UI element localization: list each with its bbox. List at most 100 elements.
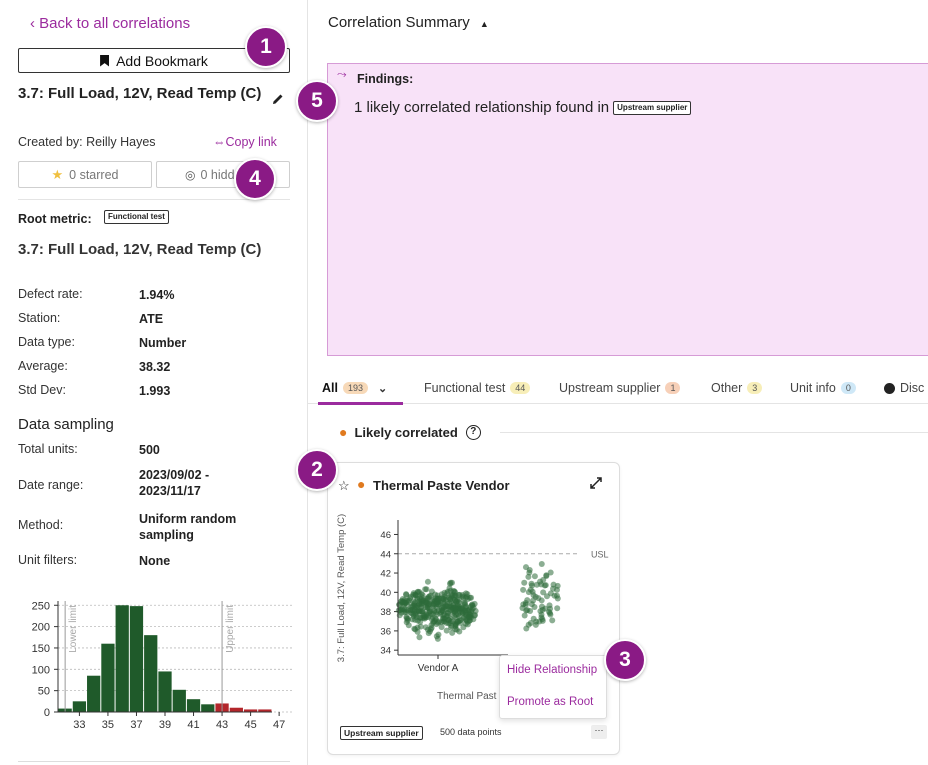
card-context-menu bbox=[499, 655, 607, 719]
histogram-bar bbox=[186, 699, 201, 712]
scatter-point bbox=[458, 604, 465, 611]
tab-upstream-supplier[interactable]: Upstream supplier 1 bbox=[559, 381, 681, 395]
help-icon[interactable]: ? bbox=[465, 424, 481, 440]
copy-link[interactable]: ⇔Copy link bbox=[213, 135, 277, 149]
tab-disc[interactable]: Disc bbox=[884, 381, 924, 395]
divider bbox=[500, 432, 928, 433]
scatter-point bbox=[431, 608, 438, 615]
y-tick-label: 44 bbox=[380, 549, 391, 560]
scatter-point bbox=[550, 585, 557, 592]
histogram-bar bbox=[129, 606, 144, 712]
scatter-point bbox=[549, 617, 556, 624]
scatter-point bbox=[527, 619, 534, 626]
scatter-point bbox=[416, 634, 423, 641]
scatter-point bbox=[415, 601, 422, 608]
limit-label: Upper limit bbox=[225, 605, 236, 653]
scatter-point bbox=[422, 624, 429, 631]
annotation-marker-3: 3 bbox=[604, 639, 646, 681]
x-tick-label: 47 bbox=[273, 719, 285, 731]
scatter-point bbox=[523, 625, 530, 632]
scatter-point bbox=[433, 633, 440, 640]
scatter-point bbox=[405, 622, 412, 629]
page-title[interactable]: Correlation Summary ▲ bbox=[328, 14, 489, 31]
expand-icon[interactable] bbox=[590, 477, 602, 489]
scatter-point bbox=[536, 618, 543, 625]
promote-as-root-menu-item[interactable]: Promote as Root bbox=[507, 696, 594, 708]
data-sampling-heading: Data sampling bbox=[18, 416, 114, 433]
tab-count: 193 bbox=[342, 382, 369, 394]
root-metric-title: 3.7: Full Load, 12V, Read Temp (C) bbox=[18, 241, 262, 258]
star-outline-icon[interactable]: ☆ bbox=[338, 478, 350, 493]
tab-count: 1 bbox=[665, 382, 681, 394]
scatter-point bbox=[521, 579, 528, 586]
scatter-point bbox=[530, 615, 537, 622]
copy-link-label: Copy link bbox=[225, 135, 277, 149]
caret-up-icon: ▲ bbox=[479, 19, 489, 29]
sampling-value: 2023/09/02 - 2023/11/17 bbox=[139, 468, 210, 498]
detail-label: Average: bbox=[18, 359, 68, 373]
histogram-bar bbox=[201, 704, 215, 712]
scatter-point bbox=[522, 564, 529, 571]
tab-label: Functional test bbox=[424, 381, 506, 395]
scatter-point bbox=[537, 608, 544, 615]
detail-value: 38.32 bbox=[139, 360, 171, 374]
scatter-point bbox=[447, 607, 454, 614]
scatter-point bbox=[439, 615, 446, 622]
y-tick-label: 150 bbox=[32, 643, 50, 655]
pencil-icon[interactable] bbox=[272, 93, 284, 105]
detail-label: Std Dev: bbox=[18, 383, 66, 397]
scatter-point bbox=[547, 605, 554, 612]
scatter-point bbox=[547, 569, 554, 576]
y-tick-label: 100 bbox=[32, 664, 50, 676]
scatter-point bbox=[448, 579, 455, 586]
findings-tag[interactable]: Upstream supplier bbox=[613, 100, 692, 115]
likely-correlated-heading: ● Likely correlated ? bbox=[339, 424, 481, 440]
scatter-point bbox=[411, 625, 418, 632]
tab-unit-info[interactable]: Unit info 0 bbox=[790, 381, 856, 395]
sidebar: ‹ Back to all correlations Add Bookmark … bbox=[0, 0, 308, 765]
add-bookmark-button[interactable]: Add Bookmark bbox=[18, 48, 290, 73]
back-link[interactable]: ‹ Back to all correlations bbox=[30, 15, 191, 32]
y-tick-label: 42 bbox=[380, 569, 391, 580]
scatter-point bbox=[401, 596, 408, 603]
bookmark-icon bbox=[100, 54, 110, 67]
tab-all[interactable]: All 193 ⌄ bbox=[322, 381, 387, 395]
scatter-point bbox=[524, 607, 531, 614]
status-dot: ● bbox=[357, 476, 366, 492]
active-tab-indicator bbox=[318, 402, 403, 405]
eye-off-icon: ◎ bbox=[185, 167, 196, 182]
hide-relationship-menu-item[interactable]: Hide Relationship bbox=[507, 664, 598, 676]
tab-label: Disc bbox=[900, 381, 925, 395]
page-title-label: Correlation Summary bbox=[328, 14, 470, 31]
more-options-button[interactable]: ··· bbox=[591, 725, 607, 739]
scatter-point bbox=[464, 621, 471, 628]
scatter-point bbox=[441, 589, 448, 596]
histogram-bar bbox=[243, 709, 258, 712]
scatter-point bbox=[528, 582, 535, 589]
status-dot: ● bbox=[339, 424, 348, 440]
findings-label: Findings: bbox=[357, 72, 414, 86]
limit-label: Lower limit bbox=[68, 605, 79, 653]
chevron-down-icon[interactable]: ⌄ bbox=[378, 382, 388, 395]
sampling-label: Method: bbox=[18, 518, 64, 532]
annotation-marker-1: 1 bbox=[245, 26, 287, 68]
scatter-point bbox=[438, 606, 445, 613]
divider bbox=[18, 761, 290, 762]
scatter-point bbox=[460, 624, 467, 631]
scatter-point bbox=[471, 600, 478, 607]
sampling-value: 500 bbox=[139, 443, 160, 457]
tab-other[interactable]: Other 3 bbox=[711, 381, 763, 395]
scatter-point bbox=[438, 624, 445, 631]
card-title: Thermal Paste Vendor bbox=[373, 478, 510, 493]
scatter-point bbox=[456, 628, 463, 635]
tab-label: Unit info bbox=[790, 381, 836, 395]
scatter-point bbox=[521, 612, 528, 619]
tab-functional-test[interactable]: Functional test 44 bbox=[424, 381, 531, 395]
scatter-point bbox=[542, 605, 549, 612]
histogram-bar bbox=[172, 689, 186, 712]
scatter-point bbox=[530, 592, 537, 599]
sampling-label: Total units: bbox=[18, 442, 78, 456]
starred-button[interactable]: ★ 0 starred bbox=[18, 161, 152, 188]
root-metric-label: Root metric: bbox=[18, 212, 92, 226]
trend-icon: ⤳ bbox=[337, 67, 347, 81]
